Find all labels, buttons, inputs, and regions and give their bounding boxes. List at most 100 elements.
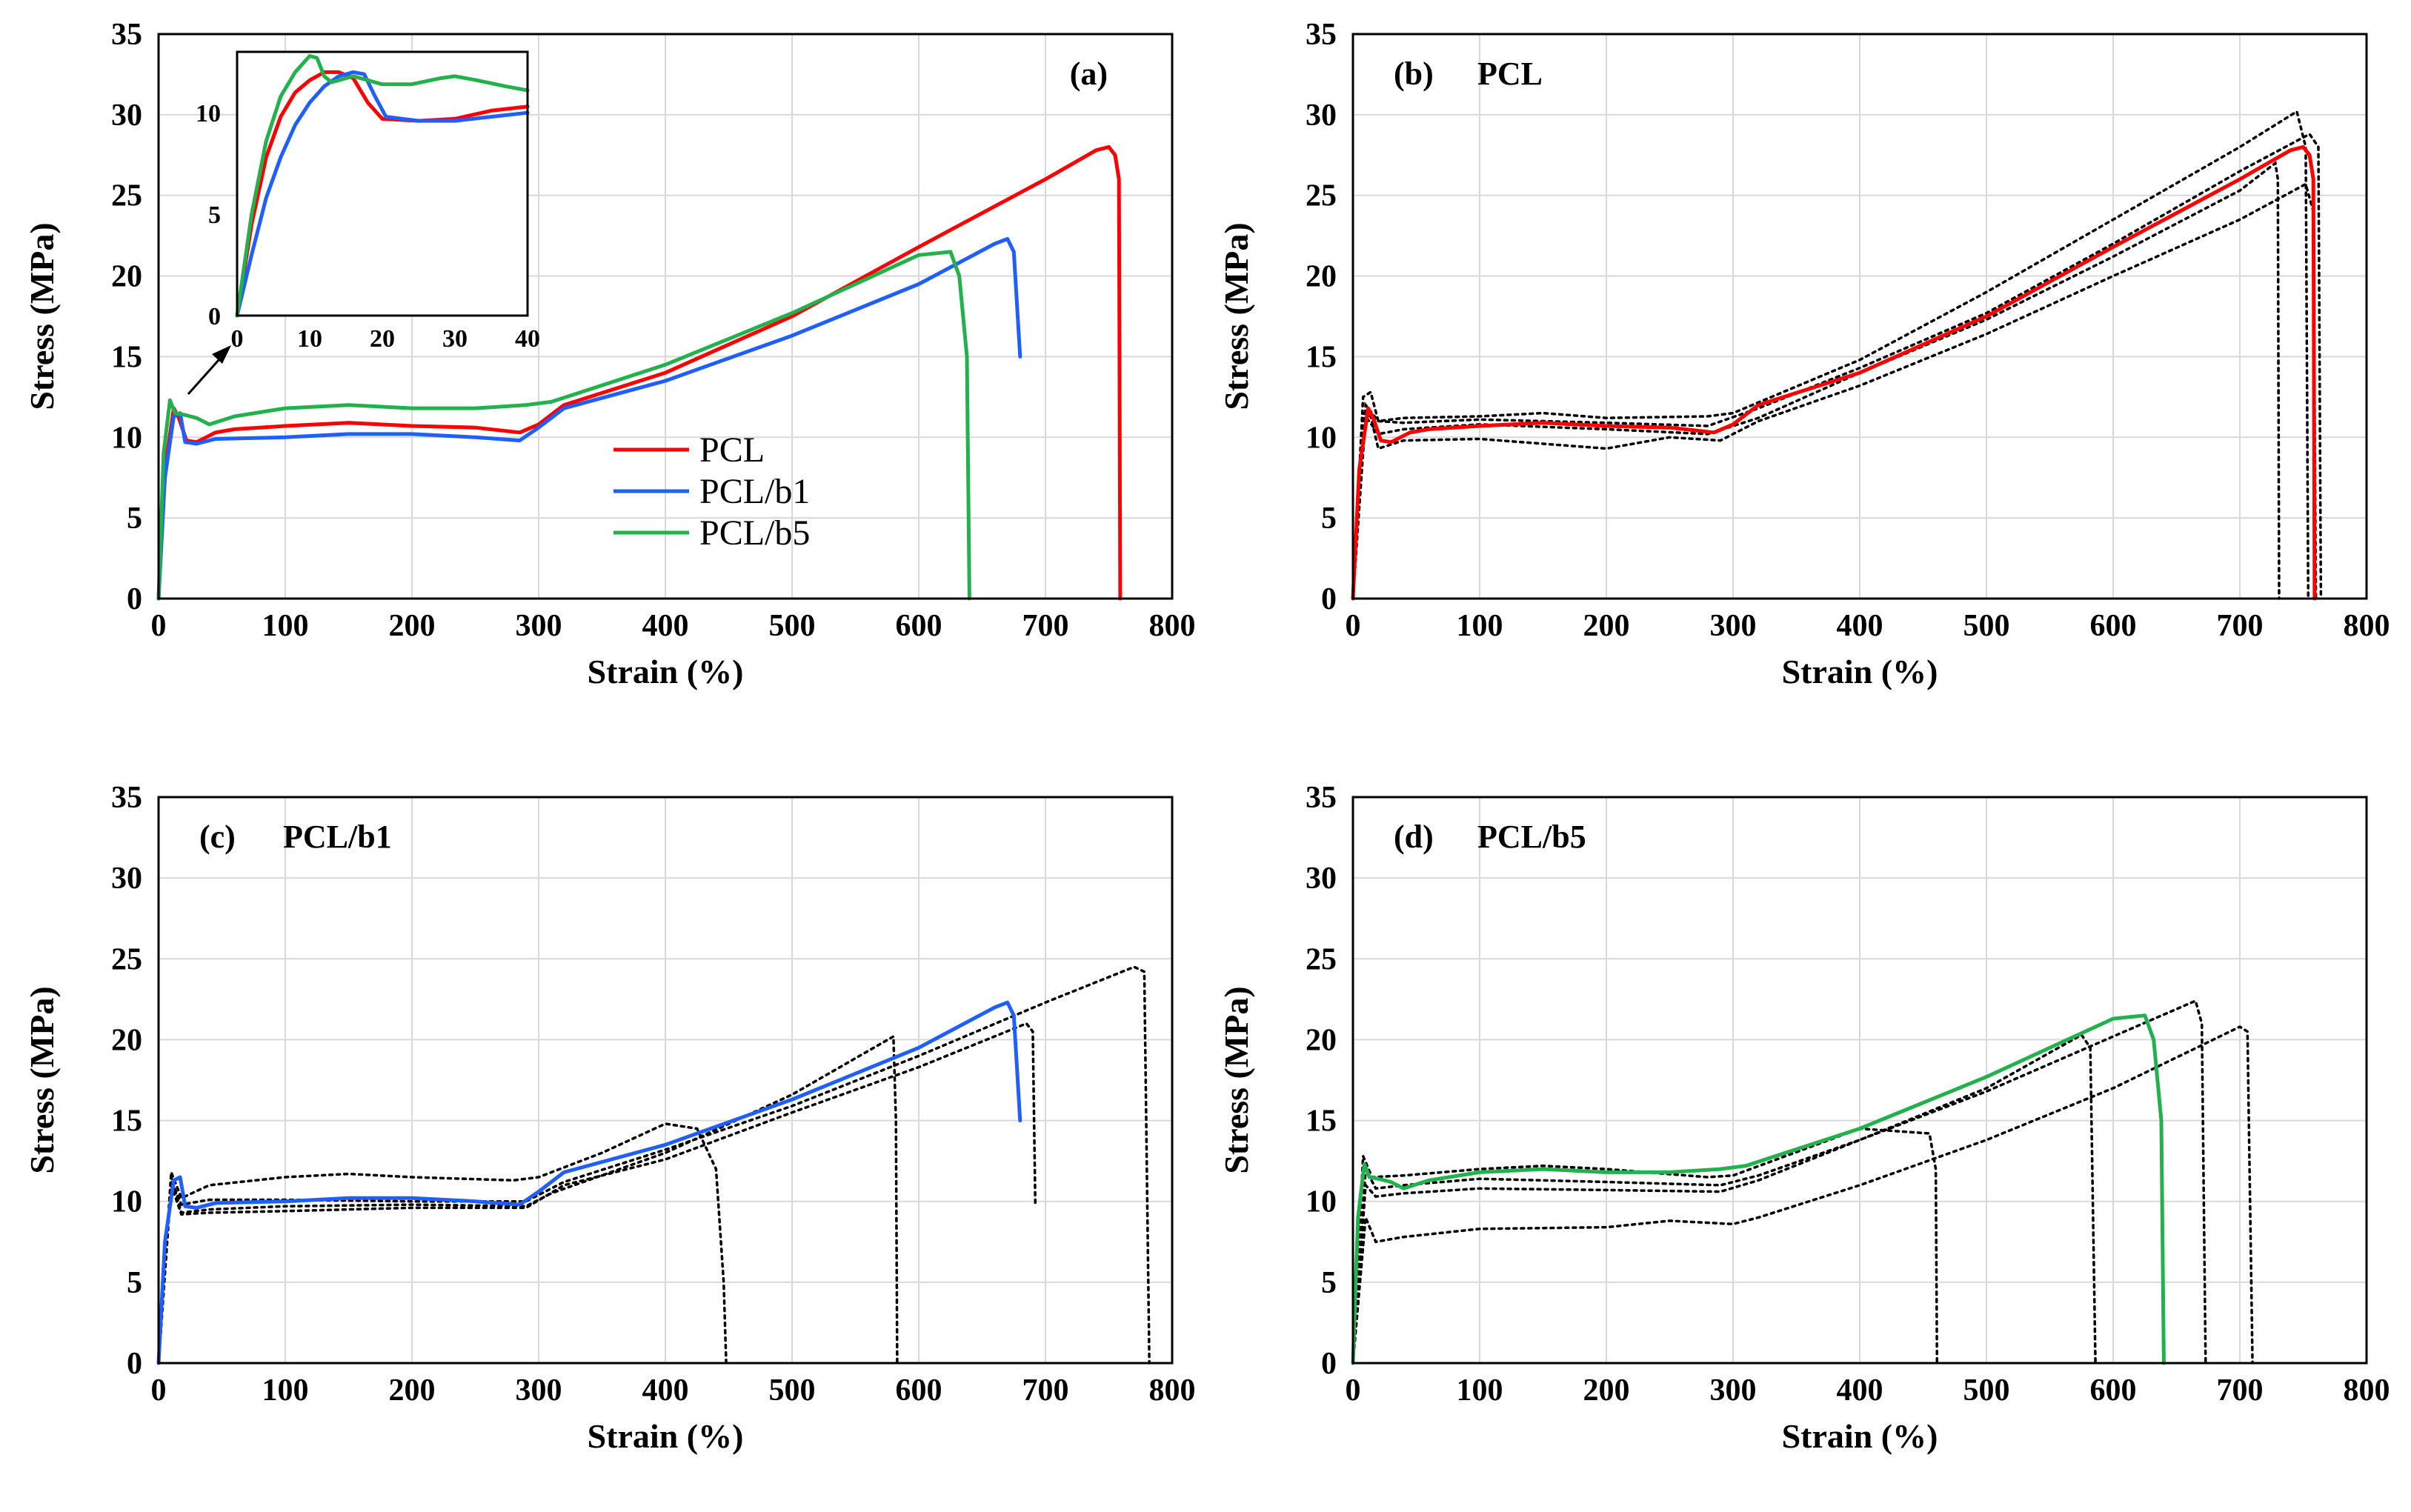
x-tick-label: 0	[151, 1373, 167, 1408]
y-tick-label: 0	[127, 1347, 142, 1381]
x-tick-label: 300	[1710, 1373, 1757, 1408]
inset-x-tick-label: 30	[442, 325, 468, 353]
series-line-pcl-b5-average	[1351, 1013, 2166, 1365]
y-tick-label: 15	[1306, 1105, 1337, 1139]
x-tick-label: 0	[1346, 1373, 1361, 1408]
x-tick-label: 300	[516, 609, 562, 643]
x-tick-label: 600	[2090, 1373, 2137, 1408]
y-tick-label: 35	[1306, 18, 1337, 52]
y-tick-label: 35	[111, 781, 142, 815]
x-tick-label: 500	[1963, 1373, 2010, 1408]
x-tick-label: 700	[2217, 1373, 2264, 1408]
x-tick-label: 800	[2344, 609, 2390, 643]
y-tick-label: 5	[127, 502, 142, 536]
x-axis-label: Strain (%)	[588, 653, 744, 690]
legend-entry: PCL/b5	[699, 513, 810, 553]
series-line-sample-2	[1351, 181, 2318, 600]
y-tick-label: 15	[111, 340, 142, 374]
x-tick-label: 100	[1457, 609, 1503, 643]
y-tick-label: 30	[111, 862, 142, 896]
inset-series-line-pcl-b1	[235, 70, 530, 318]
y-tick-label: 5	[1321, 502, 1337, 536]
y-tick-label: 25	[111, 942, 142, 976]
x-tick-label: 300	[1710, 609, 1757, 643]
x-tick-label: 800	[2344, 1373, 2390, 1408]
series-line-sample-4	[1351, 999, 2207, 1365]
legend-entry: PCL/b1	[699, 472, 810, 511]
x-tick-label: 600	[2090, 609, 2137, 643]
y-tick-label: 20	[1306, 260, 1337, 294]
plot-frame	[1351, 796, 2368, 1365]
series-line-pcl-b1-average	[156, 1000, 1022, 1365]
y-tick-label: 30	[1306, 99, 1337, 133]
y-axis-label: Stress (MPa)	[23, 986, 61, 1173]
x-axis-label: Strain (%)	[1782, 653, 1938, 690]
series-line-sample-3	[157, 1022, 1037, 1365]
y-tick-label: 35	[111, 18, 142, 52]
x-axis-label: Strain (%)	[1782, 1417, 1938, 1455]
x-tick-label: 200	[1583, 609, 1630, 643]
inset-y-tick-label: 5	[208, 202, 221, 229]
y-tick-label: 15	[111, 1105, 142, 1139]
inset-y-tick-label: 10	[196, 100, 221, 127]
series-line-sample-3	[1351, 161, 2281, 600]
panel-label: (a)	[1070, 56, 1108, 92]
x-tick-label: 500	[769, 1373, 816, 1408]
x-tick-label: 0	[1346, 609, 1361, 643]
series-line-pcl-b1	[156, 237, 1022, 601]
series-line-sample-4	[157, 965, 1151, 1365]
panel-label: (c)	[199, 819, 236, 855]
x-tick-label: 600	[896, 609, 942, 643]
series-line-sample-2	[1351, 1025, 2254, 1365]
inset-arrow-head	[212, 345, 231, 364]
x-axis-label: Strain (%)	[588, 1417, 744, 1455]
inset-series-line-pcl-b5	[235, 54, 530, 318]
inset-frame	[236, 50, 529, 317]
y-tick-label: 25	[111, 179, 142, 213]
inset-y-tick-label: 0	[208, 303, 221, 330]
y-tick-label: 25	[1306, 179, 1337, 213]
series-line-pcl-b5	[156, 250, 971, 601]
y-tick-label: 10	[1306, 421, 1337, 455]
x-tick-label: 400	[1837, 609, 1883, 643]
x-tick-label: 100	[262, 1373, 309, 1408]
y-tick-label: 5	[127, 1266, 142, 1300]
chart-panel-c: 0 100 200 300 400 500 600 700 800 0 5 10 15 20 25 30 35 S…	[23, 781, 1196, 1455]
panel-title: PCL	[1477, 56, 1543, 92]
panel-label: (d)	[1394, 819, 1434, 855]
y-axis-label: Stress (MPa)	[1217, 986, 1255, 1173]
y-axis-label: Stress (MPa)	[1217, 222, 1255, 410]
x-tick-label: 200	[389, 609, 436, 643]
inset-x-tick-label: 10	[297, 325, 322, 353]
x-tick-label: 200	[389, 1373, 436, 1408]
x-tick-label: 500	[769, 609, 816, 643]
plot-frame	[157, 33, 1174, 600]
y-tick-label: 10	[111, 421, 142, 455]
chart-panel-b: 0 100 200 300 400 500 600 700 800 0 5 10 15 20 25 30 35 S…	[1217, 18, 2390, 690]
x-tick-label: 100	[262, 609, 309, 643]
y-tick-label: 0	[1321, 582, 1337, 616]
y-tick-label: 10	[111, 1185, 142, 1219]
legend-entry: PCL	[699, 430, 765, 470]
y-tick-label: 10	[1306, 1185, 1337, 1219]
x-tick-label: 700	[1022, 609, 1069, 643]
inset-x-tick-label: 0	[231, 325, 244, 353]
chart-panel-a: 0 100 200 300 400 500 600 700 80005101520253035S…	[23, 18, 1196, 690]
panel-title: PCL/b1	[283, 819, 392, 855]
y-tick-label: 15	[1306, 340, 1337, 374]
inset-x-tick-label: 40	[515, 325, 540, 353]
y-tick-label: 20	[1306, 1023, 1337, 1057]
panel-label: (b)	[1394, 56, 1434, 92]
series-line-sample-1	[157, 1122, 728, 1365]
x-tick-label: 100	[1457, 1373, 1503, 1408]
y-tick-label: 5	[1321, 1266, 1337, 1300]
inset-chart: 0 10 20 30 40 0 5 10	[187, 50, 540, 395]
inset-background	[237, 52, 528, 316]
series-line-sample-4	[1351, 132, 2323, 600]
y-tick-label: 30	[111, 99, 142, 133]
x-tick-label: 200	[1583, 1373, 1630, 1408]
y-tick-label: 0	[127, 582, 142, 616]
series-line-pcl-average	[1351, 144, 2317, 601]
